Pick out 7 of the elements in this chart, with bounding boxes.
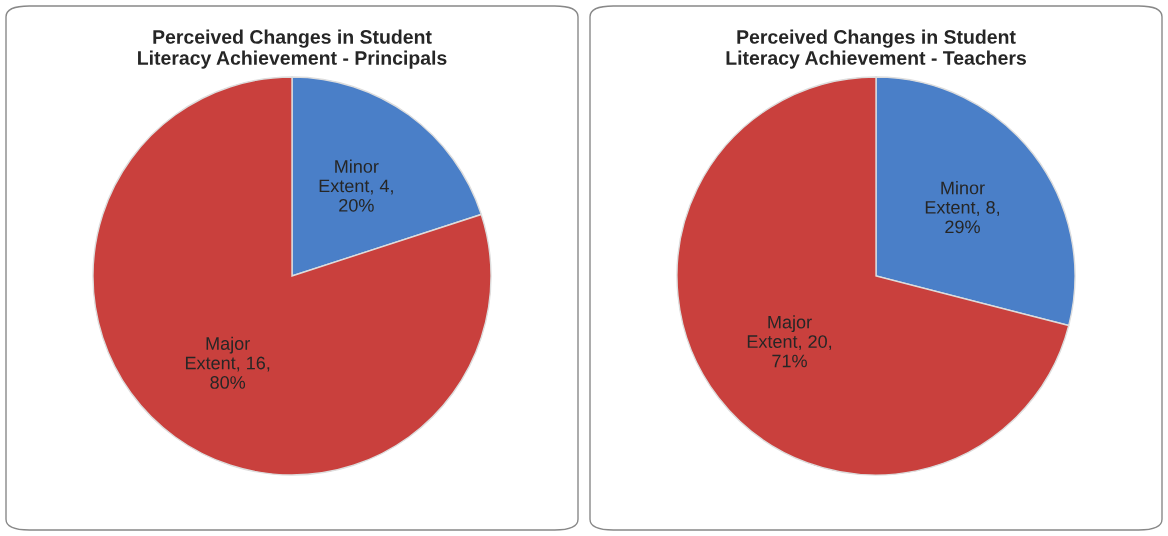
slice-label: Minor Extent, 4, 20% xyxy=(319,159,393,212)
chart-title: Perceived Changes in Student Literacy Achievement - Principals xyxy=(138,29,447,69)
slice-label: Major Extent, 16, 80% xyxy=(185,336,270,389)
chart-title: Perceived Changes in Student Literacy Achievement - Teachers xyxy=(726,29,1026,69)
slice-label: Minor Extent, 8, 29% xyxy=(925,181,1000,234)
pie-slice xyxy=(92,76,492,476)
slice-label: Major Extent, 20, 71% xyxy=(747,315,832,368)
